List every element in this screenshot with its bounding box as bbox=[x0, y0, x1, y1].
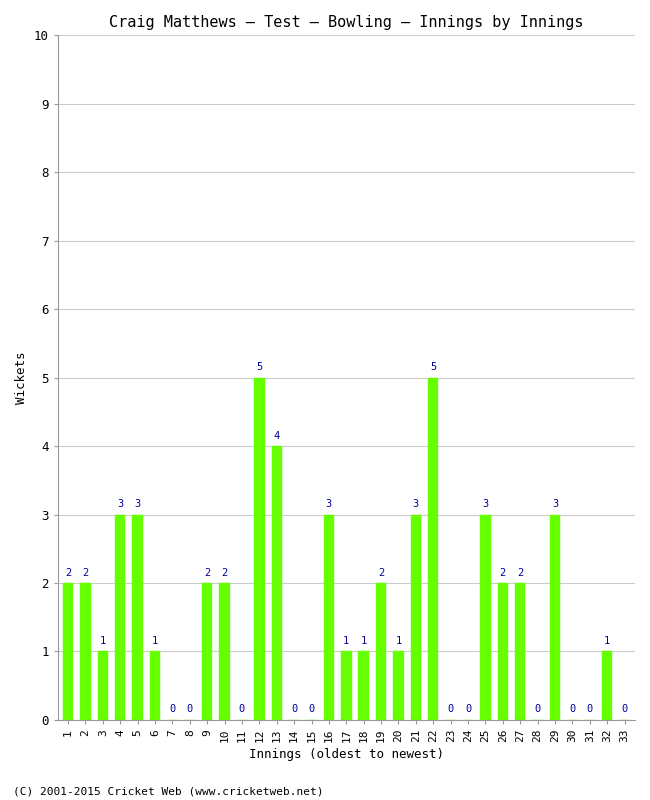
Text: 0: 0 bbox=[169, 705, 176, 714]
Title: Craig Matthews – Test – Bowling – Innings by Innings: Craig Matthews – Test – Bowling – Inning… bbox=[109, 15, 584, 30]
Bar bbox=[411, 514, 421, 720]
Text: 2: 2 bbox=[83, 567, 88, 578]
Bar bbox=[63, 583, 73, 720]
Bar bbox=[358, 651, 369, 720]
Text: 0: 0 bbox=[534, 705, 541, 714]
Text: 3: 3 bbox=[413, 499, 419, 509]
Bar bbox=[150, 651, 160, 720]
Text: 1: 1 bbox=[152, 636, 158, 646]
Bar bbox=[219, 583, 229, 720]
Text: 4: 4 bbox=[274, 430, 280, 441]
Text: 2: 2 bbox=[517, 567, 523, 578]
Text: 2: 2 bbox=[65, 567, 71, 578]
Text: 0: 0 bbox=[187, 705, 193, 714]
Text: 0: 0 bbox=[447, 705, 454, 714]
Text: 0: 0 bbox=[239, 705, 245, 714]
Bar bbox=[341, 651, 352, 720]
Text: (C) 2001-2015 Cricket Web (www.cricketweb.net): (C) 2001-2015 Cricket Web (www.cricketwe… bbox=[13, 786, 324, 796]
Bar bbox=[602, 651, 612, 720]
Text: 0: 0 bbox=[569, 705, 575, 714]
Bar bbox=[428, 378, 439, 720]
Text: 3: 3 bbox=[482, 499, 489, 509]
Text: 1: 1 bbox=[361, 636, 367, 646]
Bar bbox=[480, 514, 491, 720]
Text: 2: 2 bbox=[378, 567, 384, 578]
Text: 0: 0 bbox=[621, 705, 628, 714]
Text: 0: 0 bbox=[291, 705, 297, 714]
Text: 3: 3 bbox=[326, 499, 332, 509]
Text: 0: 0 bbox=[465, 705, 471, 714]
Bar bbox=[393, 651, 404, 720]
Text: 3: 3 bbox=[135, 499, 140, 509]
Bar bbox=[98, 651, 108, 720]
Bar bbox=[254, 378, 265, 720]
Text: 2: 2 bbox=[204, 567, 211, 578]
Text: 1: 1 bbox=[604, 636, 610, 646]
Text: 5: 5 bbox=[256, 362, 263, 372]
Text: 1: 1 bbox=[395, 636, 402, 646]
Text: 3: 3 bbox=[117, 499, 124, 509]
Text: 0: 0 bbox=[587, 705, 593, 714]
Bar bbox=[202, 583, 213, 720]
Bar bbox=[550, 514, 560, 720]
Y-axis label: Wickets: Wickets bbox=[15, 351, 28, 404]
Text: 0: 0 bbox=[308, 705, 315, 714]
Bar bbox=[115, 514, 125, 720]
Text: 1: 1 bbox=[99, 636, 106, 646]
Text: 5: 5 bbox=[430, 362, 436, 372]
Text: 2: 2 bbox=[500, 567, 506, 578]
Text: 3: 3 bbox=[552, 499, 558, 509]
Bar bbox=[133, 514, 143, 720]
Bar bbox=[272, 446, 282, 720]
Bar bbox=[515, 583, 525, 720]
Text: 1: 1 bbox=[343, 636, 350, 646]
Bar bbox=[498, 583, 508, 720]
X-axis label: Innings (oldest to newest): Innings (oldest to newest) bbox=[249, 748, 444, 761]
Bar bbox=[376, 583, 386, 720]
Text: 2: 2 bbox=[222, 567, 227, 578]
Bar bbox=[80, 583, 90, 720]
Bar bbox=[324, 514, 334, 720]
